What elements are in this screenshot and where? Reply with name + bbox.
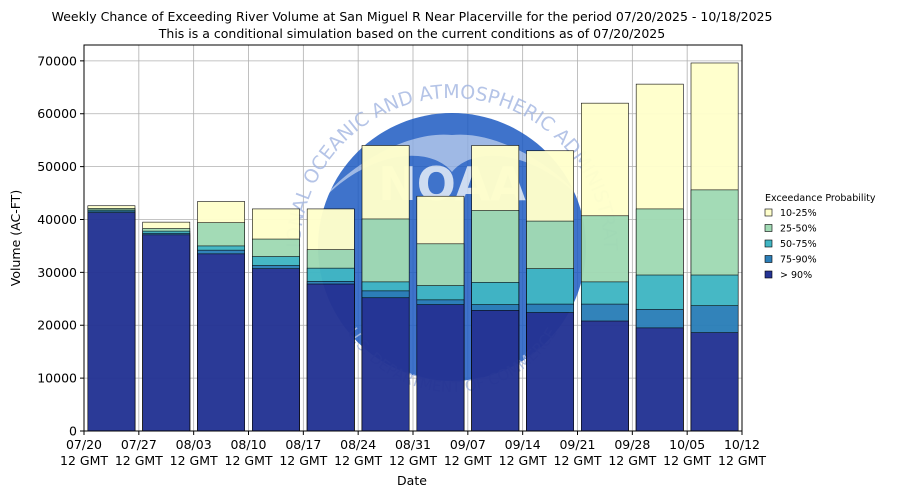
x-tick-label-time: 12 GMT: [334, 453, 382, 468]
x-tick-label-time: 12 GMT: [444, 453, 492, 468]
y-tick-label: 70000: [37, 53, 77, 68]
y-tick-label: 40000: [37, 212, 77, 227]
bar-90: [87, 212, 136, 432]
legend-label: 50-75%: [780, 239, 817, 250]
bar-90: [361, 297, 410, 432]
x-tick-label-time: 12 GMT: [115, 453, 163, 468]
y-tick-label: 10000: [37, 371, 77, 386]
x-tick-label-time: 12 GMT: [554, 453, 602, 468]
y-tick-label: 0: [69, 424, 77, 439]
x-tick-label-time: 12 GMT: [279, 453, 327, 468]
y-axis: 0 10000 20000 30000 40000 50000 60000 70000: [37, 53, 84, 439]
legend-label: 25-50%: [780, 224, 817, 235]
bar-90: [306, 283, 355, 432]
chart-title: Weekly Chance of Exceeding River Volume …: [52, 9, 773, 24]
x-tick-label-date: 09/07: [450, 437, 486, 452]
legend-title: Exceedance Probability: [765, 193, 876, 204]
bar-90: [142, 234, 191, 432]
bar-90: [471, 310, 520, 432]
bar-90: [197, 253, 245, 432]
x-tick-label-time: 12 GMT: [389, 453, 437, 468]
legend-items: 10-25% 25-50% 50-75% 75-90% > 90%: [764, 208, 817, 281]
bar-90: [252, 268, 300, 432]
legend: Exceedance Probability 10-25% 25-50% 50-75…: [764, 193, 876, 281]
legend-swatch: [764, 224, 773, 232]
x-tick-label-date: 07/20: [66, 437, 102, 452]
bars: [87, 62, 739, 432]
legend-label: > 90%: [780, 270, 812, 281]
legend-label: 10-25%: [780, 208, 817, 219]
x-tick-label-date: 08/31: [395, 437, 431, 452]
x-tick-label-date: 10/12: [724, 437, 760, 452]
y-tick-label: 20000: [37, 318, 77, 333]
x-tick-label-date: 07/27: [121, 437, 157, 452]
x-axis-label: Date: [397, 473, 427, 488]
y-tick-label: 50000: [37, 159, 77, 174]
legend-swatch: [764, 270, 773, 279]
x-tick-label-time: 12 GMT: [225, 453, 273, 468]
chart-subtitle: This is a conditional simulation based o…: [158, 26, 665, 41]
x-tick-label-date: 08/24: [340, 437, 376, 452]
y-tick-label: 30000: [37, 265, 77, 280]
bar-90: [635, 327, 684, 432]
x-tick-label-time: 12 GMT: [718, 453, 766, 468]
x-tick-label-date: 09/28: [614, 437, 650, 452]
x-tick-label-time: 12 GMT: [663, 453, 711, 468]
bar-90: [690, 332, 739, 432]
x-tick-label-date: 08/17: [285, 437, 321, 452]
x-tick-label-time: 12 GMT: [608, 453, 656, 468]
x-tick-label-date: 09/21: [559, 437, 595, 452]
x-tick-label-time: 12 GMT: [499, 453, 547, 468]
legend-swatch: [764, 208, 773, 217]
x-tick-label-date: 08/03: [176, 437, 212, 452]
x-tick-label-date: 09/14: [505, 437, 541, 452]
x-tick-label-time: 12 GMT: [60, 453, 108, 468]
bar-90: [526, 312, 574, 432]
x-tick-label-time: 12 GMT: [170, 453, 218, 468]
legend-swatch: [764, 255, 773, 263]
legend-label: 75-90%: [780, 255, 817, 266]
y-axis-label: Volume (AC-FT): [8, 190, 23, 286]
x-tick-label-date: 10/05: [669, 437, 705, 452]
bar-90: [581, 320, 629, 432]
bar-90: [416, 304, 465, 432]
y-tick-label: 60000: [37, 106, 77, 121]
legend-swatch: [764, 239, 773, 248]
x-tick-label-date: 08/10: [230, 437, 266, 452]
